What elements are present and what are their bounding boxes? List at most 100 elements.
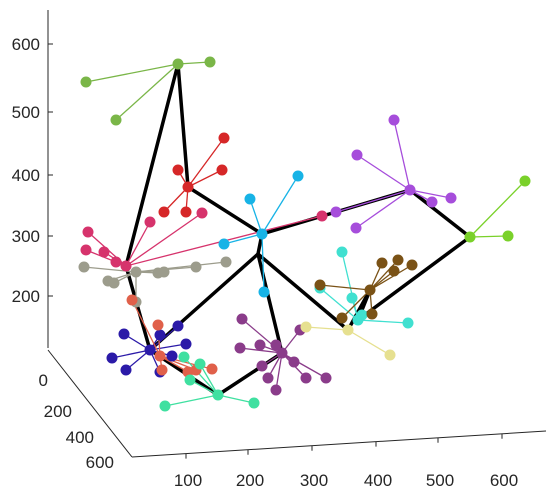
data-point xyxy=(350,222,362,234)
data-point xyxy=(166,350,178,362)
cluster-spoke xyxy=(183,356,219,396)
cluster-spoke xyxy=(125,221,151,267)
data-point xyxy=(388,265,400,277)
data-point xyxy=(351,149,363,161)
x-tick-label: 200 xyxy=(236,471,264,490)
cluster-spoke xyxy=(341,289,371,319)
cluster-spoke xyxy=(131,299,161,357)
data-point xyxy=(236,313,248,325)
z-tick-label: 300 xyxy=(12,227,40,246)
hub-point xyxy=(154,350,166,362)
skeleton-edge xyxy=(176,62,190,189)
skeleton-edge xyxy=(124,264,152,352)
data-point xyxy=(258,286,270,298)
cluster-spoke xyxy=(369,264,413,291)
data-point xyxy=(110,114,122,126)
cluster-spoke xyxy=(261,233,265,293)
data-point xyxy=(152,319,164,331)
cluster-spoke xyxy=(135,261,227,273)
z-tick-label: 400 xyxy=(12,166,40,185)
data-point xyxy=(144,216,156,228)
data-point xyxy=(248,397,260,409)
data-point xyxy=(82,226,94,238)
cluster-spoke xyxy=(261,175,299,235)
skeleton-edge xyxy=(124,62,180,268)
hub-point xyxy=(464,231,476,243)
data-point xyxy=(98,246,110,258)
cluster-spoke xyxy=(335,189,411,213)
hub-point xyxy=(182,181,194,193)
x-tick-label: 300 xyxy=(300,471,328,490)
data-point xyxy=(256,360,268,372)
data-point xyxy=(194,358,206,370)
cluster-spoke xyxy=(115,63,179,121)
x-tick-label: 500 xyxy=(426,471,454,490)
data-point xyxy=(190,261,202,273)
cluster-spoke xyxy=(223,233,263,245)
data-point xyxy=(180,206,192,218)
data-point xyxy=(336,312,348,324)
axes xyxy=(47,10,547,458)
data-point xyxy=(288,356,300,368)
cluster-spoke xyxy=(187,169,223,188)
cluster-spoke xyxy=(199,363,219,396)
z-tick-label: 600 xyxy=(12,35,40,54)
data-point xyxy=(388,114,400,126)
cluster-spoke xyxy=(319,287,359,321)
hub-point xyxy=(120,260,132,272)
cluster-spoke xyxy=(125,212,203,267)
hub-point xyxy=(130,266,142,278)
data-point xyxy=(292,170,304,182)
data-point xyxy=(320,372,332,384)
data-point xyxy=(108,277,120,289)
data-point xyxy=(196,207,208,219)
data-point xyxy=(262,372,274,384)
data-point xyxy=(204,56,216,68)
x-tick-label: 400 xyxy=(364,471,392,490)
data-point xyxy=(366,308,378,320)
data-point xyxy=(346,292,358,304)
data-point xyxy=(392,254,404,266)
data-point xyxy=(158,206,170,218)
hub-point xyxy=(404,184,416,196)
cluster-spoke xyxy=(163,186,189,213)
cluster-spoke xyxy=(347,329,391,356)
cluster-spoke xyxy=(355,189,411,229)
data-point xyxy=(406,259,418,271)
hub-point xyxy=(172,58,184,70)
data-point xyxy=(80,76,92,88)
hub-point xyxy=(364,284,376,296)
data-point xyxy=(519,175,531,187)
cluster-spoke xyxy=(409,189,452,199)
data-point xyxy=(110,256,122,268)
hub-point xyxy=(212,389,224,401)
data-point xyxy=(220,256,232,268)
cluster-spoke xyxy=(111,349,151,359)
cluster-spoke xyxy=(319,284,371,291)
cluster-spoke xyxy=(393,119,411,191)
data-point xyxy=(384,349,396,361)
cluster-spoke xyxy=(217,394,255,404)
hub-point xyxy=(276,347,288,359)
data-point xyxy=(270,384,282,396)
cluster-spoke xyxy=(469,235,509,238)
z-tick-label: 500 xyxy=(12,103,40,122)
cluster-spoke xyxy=(275,352,283,391)
data-point xyxy=(184,374,196,386)
data-point xyxy=(106,352,118,364)
x-tick-label: 100 xyxy=(174,471,202,490)
data-point xyxy=(178,351,190,363)
skeleton-edge xyxy=(256,252,284,355)
data-point xyxy=(218,238,230,250)
ticks: 200 300 400 500 600 100 200 300 400 500 600 0 200 400… xyxy=(12,35,519,490)
hub-point xyxy=(144,344,156,356)
data-point xyxy=(314,279,326,291)
data-point xyxy=(316,210,328,222)
data-point xyxy=(216,164,228,176)
cluster-spoke xyxy=(357,319,409,324)
data-point xyxy=(254,339,266,351)
data-point xyxy=(218,132,230,144)
x-axis-line xyxy=(131,430,547,458)
y-axis-line xyxy=(47,349,133,458)
